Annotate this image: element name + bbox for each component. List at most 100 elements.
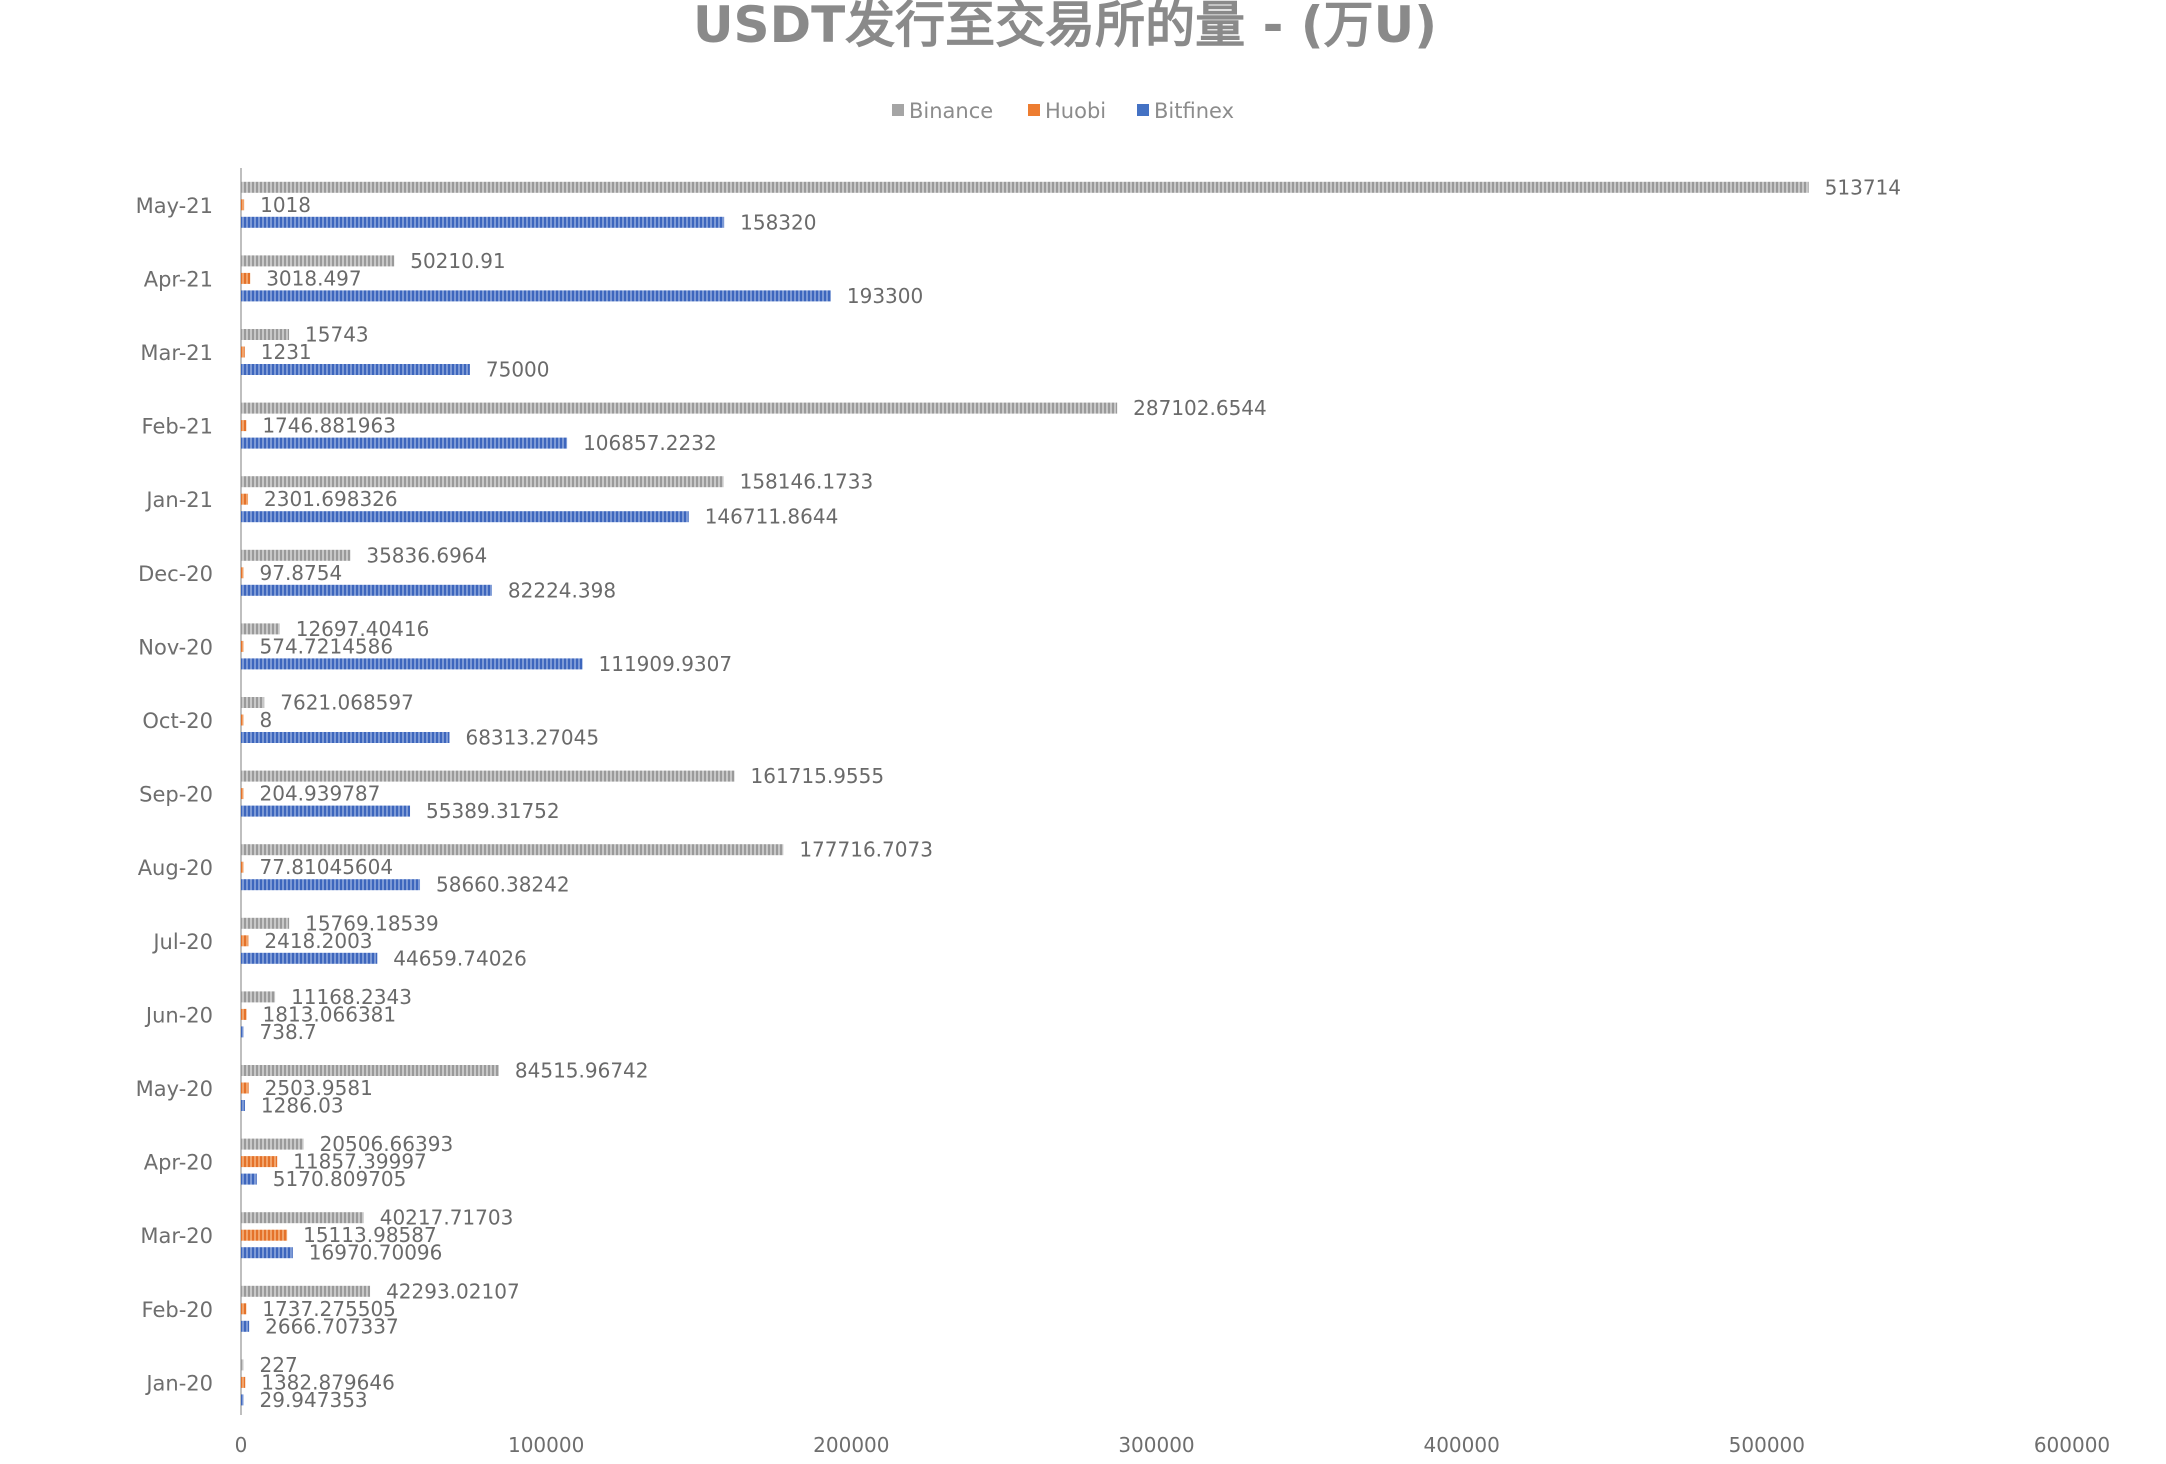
data-label-binance: 161715.9555: [751, 764, 885, 788]
y-tick-label: Jan-21: [144, 488, 213, 512]
legend: Binance Huobi Bitfinex: [892, 99, 1234, 123]
bar-binance: [241, 1359, 244, 1371]
bar-bitfinex: [241, 1247, 293, 1259]
bar-binance: [241, 1065, 499, 1076]
y-tick-label: May-20: [136, 1077, 213, 1101]
data-label-bitfinex: 55389.31752: [426, 799, 560, 823]
data-label-binance: 7621.068597: [280, 691, 414, 715]
bar-binance: [241, 770, 735, 782]
bar-bitfinex: [241, 732, 450, 743]
bar-huobi: [241, 788, 244, 800]
data-label-binance: 84515.96742: [515, 1059, 649, 1083]
y-tick-label: Jul-20: [151, 930, 213, 954]
bar-huobi: [241, 272, 251, 284]
bar-huobi: [241, 420, 247, 432]
bar-binance: [241, 991, 276, 1003]
legend-swatch-huobi: [1028, 104, 1040, 116]
data-label-bitfinex: 44659.74026: [393, 946, 527, 970]
data-label-huobi: 574.7214586: [260, 634, 394, 658]
bar-bitfinex: [241, 511, 689, 523]
data-label-bitfinex: 68313.27045: [465, 726, 599, 750]
y-tick-label: Apr-20: [144, 1151, 213, 1175]
bar-huobi: [241, 1303, 247, 1315]
bar-huobi: [241, 640, 244, 652]
bar-bitfinex: [241, 1320, 250, 1332]
x-tick-label: 400000: [1423, 1433, 1499, 1457]
bar-huobi: [241, 346, 245, 358]
y-tick-label: Sep-20: [139, 783, 213, 807]
x-tick-label: 500000: [1729, 1433, 1805, 1457]
x-tick-label: 100000: [508, 1433, 584, 1457]
bar-huobi: [241, 199, 245, 211]
bar-huobi: [241, 567, 244, 579]
bar-bitfinex: [241, 1026, 244, 1038]
bar-binance: [241, 844, 784, 856]
bar-huobi: [241, 1229, 288, 1241]
data-label-huobi: 3018.497: [266, 266, 361, 290]
data-label-bitfinex: 1286.03: [261, 1094, 344, 1118]
data-label-binance: 11168.2343: [291, 985, 412, 1009]
legend-label-bitfinex: Bitfinex: [1154, 99, 1234, 123]
bar-bitfinex: [241, 437, 568, 449]
y-tick-label: Jan-20: [144, 1371, 213, 1395]
bar-binance: [241, 329, 290, 340]
data-label-binance: 227: [260, 1353, 298, 1377]
data-label-huobi: 77.81045604: [260, 855, 394, 879]
bar-binance: [241, 181, 1809, 193]
data-label-huobi: 1018: [260, 193, 311, 217]
legend-label-huobi: Huobi: [1045, 99, 1106, 123]
x-tick-label: 200000: [813, 1433, 889, 1457]
bar-binance: [241, 1285, 371, 1297]
legend-swatch-binance: [892, 104, 904, 116]
bar-bitfinex: [241, 364, 470, 375]
y-tick-label: Oct-20: [142, 709, 213, 733]
y-tick-label: Mar-20: [140, 1224, 213, 1248]
bar-bitfinex: [241, 1394, 244, 1406]
x-tick-label: 300000: [1118, 1433, 1194, 1457]
bar-huobi: [241, 1376, 246, 1388]
bar-bitfinex: [241, 952, 378, 964]
bar-bitfinex: [241, 658, 583, 670]
data-label-bitfinex: 738.7: [260, 1020, 317, 1044]
data-label-bitfinex: 29.947353: [260, 1388, 368, 1412]
data-label-huobi: 1813.066381: [263, 1002, 397, 1026]
data-label-huobi: 8: [260, 708, 273, 732]
bar-group: 513714 1018 158320 50210.91 3018.497 193300 15…: [241, 175, 1901, 1412]
data-label-bitfinex: 5170.809705: [273, 1167, 407, 1191]
y-tick-label: May-21: [136, 194, 213, 218]
y-tick-label: Mar-21: [140, 341, 213, 365]
data-label-binance: 177716.7073: [799, 838, 933, 862]
x-tick-label: 0: [235, 1433, 248, 1457]
data-label-binance: 15769.18539: [305, 911, 439, 935]
data-label-bitfinex: 82224.398: [508, 578, 616, 602]
data-label-bitfinex: 2666.707337: [265, 1314, 399, 1338]
data-label-binance: 513714: [1825, 175, 1901, 199]
y-tick-label: Dec-20: [138, 562, 213, 586]
bar-binance: [241, 1212, 364, 1224]
bar-binance: [241, 549, 351, 561]
data-label-bitfinex: 158320: [740, 210, 816, 234]
data-label-huobi: 1231: [261, 340, 312, 364]
data-label-binance: 35836.6964: [366, 543, 487, 567]
data-label-huobi: 2418.2003: [264, 929, 372, 953]
bar-binance: [241, 476, 724, 488]
y-tick-label: Apr-21: [144, 267, 213, 291]
data-label-binance: 15743: [305, 323, 369, 347]
bar-huobi: [241, 1008, 247, 1020]
data-label-bitfinex: 16970.70096: [309, 1241, 443, 1265]
data-label-binance: 42293.02107: [386, 1279, 520, 1303]
data-label-bitfinex: 106857.2232: [583, 431, 717, 455]
data-label-huobi: 15113.98587: [303, 1223, 437, 1247]
data-label-huobi: 11857.39997: [293, 1150, 427, 1174]
y-tick-label: Feb-20: [142, 1298, 213, 1322]
data-label-bitfinex: 146711.8644: [705, 505, 839, 529]
bar-binance: [241, 255, 395, 267]
data-label-bitfinex: 111909.9307: [599, 652, 733, 676]
data-label-huobi: 1737.275505: [262, 1297, 396, 1321]
data-label-binance: 50210.91: [410, 249, 505, 273]
y-tick-label: Aug-20: [138, 856, 213, 880]
x-axis-tick-labels: 0 100000 200000 300000 400000 500000 600000: [235, 1433, 2111, 1457]
data-label-binance: 20506.66393: [320, 1132, 454, 1156]
bar-binance: [241, 623, 280, 635]
